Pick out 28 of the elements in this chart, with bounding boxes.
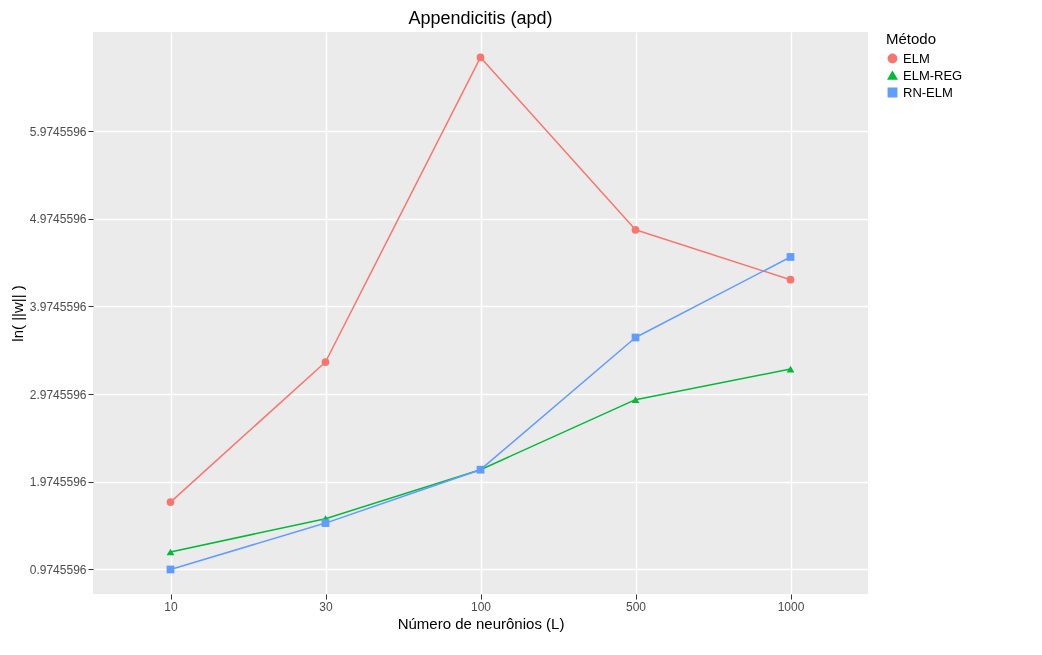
point xyxy=(786,275,795,284)
x-axis-title: Número de neurônios (L) xyxy=(397,614,565,632)
x-tick-label: 10 xyxy=(164,599,178,614)
y-tick-label: 1.9745596 xyxy=(29,475,87,490)
chart-title: Appendicitis (apd) xyxy=(408,8,553,28)
y-tick-label: 3.9745596 xyxy=(29,299,87,314)
x-tick-label: 500 xyxy=(625,599,647,614)
legend-label: RN-ELM xyxy=(903,84,953,100)
point xyxy=(476,53,485,62)
y-tick-label: 4.9745596 xyxy=(29,212,87,227)
point xyxy=(321,358,330,366)
x-tick-label: 1000 xyxy=(777,599,805,614)
x-tick-label: 100 xyxy=(470,599,492,614)
point xyxy=(166,548,175,556)
point xyxy=(166,498,175,506)
point xyxy=(786,253,795,261)
point xyxy=(786,365,795,373)
y-tick-label: 5.9745596 xyxy=(29,124,87,139)
y-tick-label: 2.9745596 xyxy=(29,387,87,402)
legend-label: ELM xyxy=(903,50,930,66)
legend-label: ELM-REG xyxy=(903,67,963,83)
x-tick-label: 30 xyxy=(319,599,333,614)
legend-title: Método xyxy=(886,30,937,47)
y-tick-label: 0.9745596 xyxy=(29,562,87,577)
point xyxy=(321,519,330,527)
point xyxy=(631,396,640,404)
point xyxy=(631,225,640,234)
y-axis-title: ln( ||w|| ) xyxy=(8,285,26,342)
